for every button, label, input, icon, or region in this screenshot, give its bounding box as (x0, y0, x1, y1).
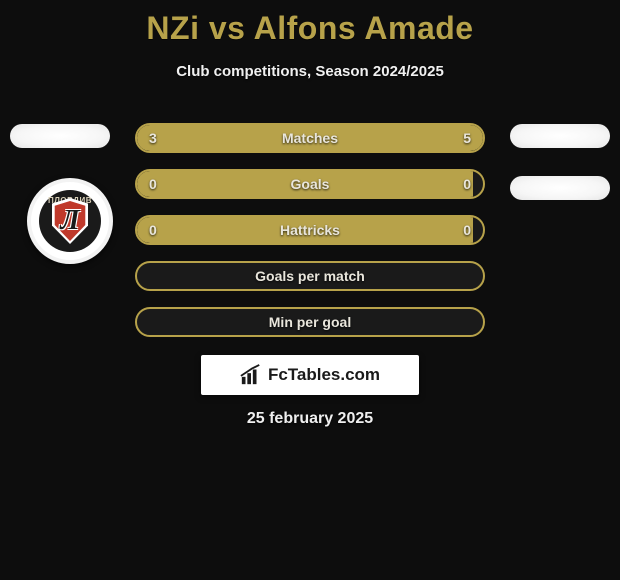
attribution-text: FcTables.com (268, 365, 380, 385)
club-logo-shield: Л (50, 198, 90, 244)
avatar-pill-player-right (510, 124, 610, 148)
comparison-subtitle: Club competitions, Season 2024/2025 (0, 63, 620, 80)
stat-value-right: 0 (463, 222, 471, 238)
stat-bar: Goals per match (135, 261, 485, 291)
stat-bar: 0Hattricks0 (135, 215, 485, 245)
attribution-badge: FcTables.com (201, 355, 419, 395)
stat-bar: 3Matches5 (135, 123, 485, 153)
club-logo-letter: Л (60, 205, 79, 237)
stat-bar: 0Goals0 (135, 169, 485, 199)
avatar-pill-player-left (10, 124, 110, 148)
club-pill-player-right (510, 176, 610, 200)
bar-chart-icon (240, 364, 262, 386)
stats-bars: 3Matches50Goals00Hattricks0Goals per mat… (135, 123, 485, 353)
stat-label: Matches (137, 130, 483, 146)
comparison-title: NZi vs Alfons Amade (0, 0, 620, 47)
comparison-date: 25 february 2025 (0, 410, 620, 428)
stat-label: Hattricks (137, 222, 483, 238)
stat-label: Goals per match (137, 268, 483, 284)
club-logo-player-left: ПЛОВДИВ Л (27, 178, 113, 264)
stat-value-right: 0 (463, 176, 471, 192)
stat-bar: Min per goal (135, 307, 485, 337)
stat-label: Min per goal (137, 314, 483, 330)
stat-label: Goals (137, 176, 483, 192)
stat-value-right: 5 (463, 130, 471, 146)
